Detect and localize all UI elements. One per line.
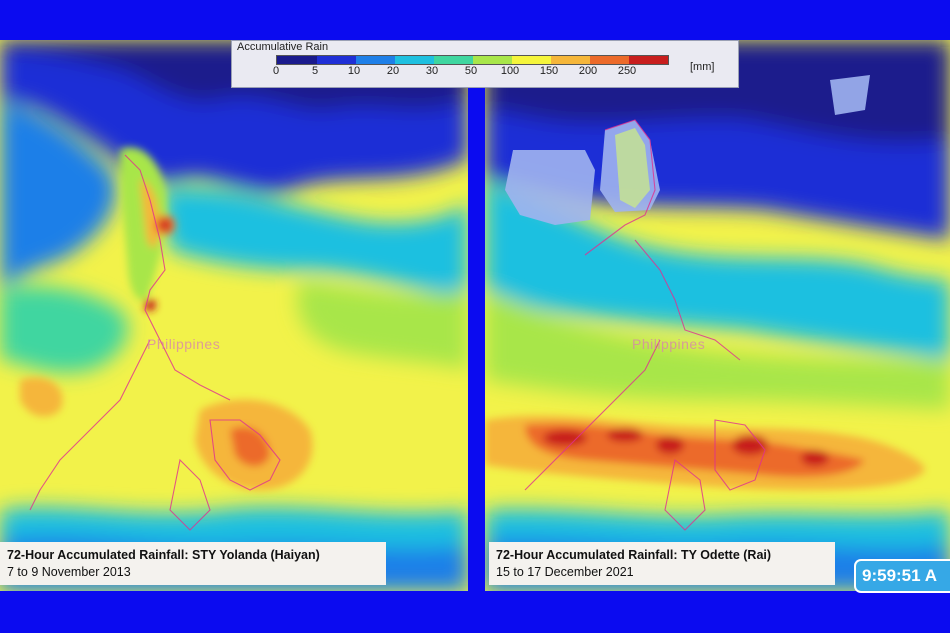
rainfall-field-odette xyxy=(485,40,950,591)
legend-swatch xyxy=(590,56,629,64)
caption-box: 72-Hour Accumulated Rainfall: STY Yoland… xyxy=(0,542,386,585)
legend-tick-label: 100 xyxy=(500,65,520,77)
legend-tick-label: 30 xyxy=(425,65,439,77)
legend-swatch xyxy=(473,56,512,64)
legend-tick-label: 250 xyxy=(617,65,637,77)
legend-tick-label: 5 xyxy=(311,65,319,77)
legend-swatch xyxy=(629,56,668,64)
legend-swatch xyxy=(317,56,356,64)
country-label: Philippines xyxy=(147,336,221,352)
legend-swatch xyxy=(277,56,317,64)
map-title: 72-Hour Accumulated Rainfall: TY Odette … xyxy=(496,548,772,562)
legend-tick-label: 50 xyxy=(464,65,478,77)
rainfall-map-odette: Philippines 72-Hour Accumulated Rainfall… xyxy=(485,40,950,591)
legend-swatch xyxy=(434,56,473,64)
legend-swatch xyxy=(551,56,590,64)
rainfall-map-yolanda: Philippines 72-Hour Accumulated Rainfall… xyxy=(0,40,468,591)
rainfall-field-yolanda xyxy=(0,40,468,591)
legend-unit: [mm] xyxy=(690,61,715,73)
clock-badge: 9:59:51 A xyxy=(854,559,950,593)
caption-box: 72-Hour Accumulated Rainfall: TY Odette … xyxy=(489,542,835,585)
date-range: 7 to 9 November 2013 xyxy=(7,565,131,579)
country-label: Philippines xyxy=(632,336,706,352)
legend-tick-label: 0 xyxy=(272,65,280,77)
legend-tick-label: 150 xyxy=(539,65,559,77)
legend-tick-label: 20 xyxy=(386,65,400,77)
legend-tick-label: 10 xyxy=(347,65,361,77)
legend-color-bar xyxy=(276,55,669,65)
legend-tick-label: 200 xyxy=(578,65,598,77)
legend-swatch xyxy=(512,56,551,64)
map-title: 72-Hour Accumulated Rainfall: STY Yoland… xyxy=(7,548,320,562)
date-range: 15 to 17 December 2021 xyxy=(496,565,634,579)
legend-swatch xyxy=(395,56,434,64)
rain-legend: Accumulative Rain 0 5 10 20 30 50 100 150 200 250… xyxy=(231,40,739,88)
legend-swatch xyxy=(356,56,395,64)
legend-title: Accumulative Rain xyxy=(237,41,329,53)
